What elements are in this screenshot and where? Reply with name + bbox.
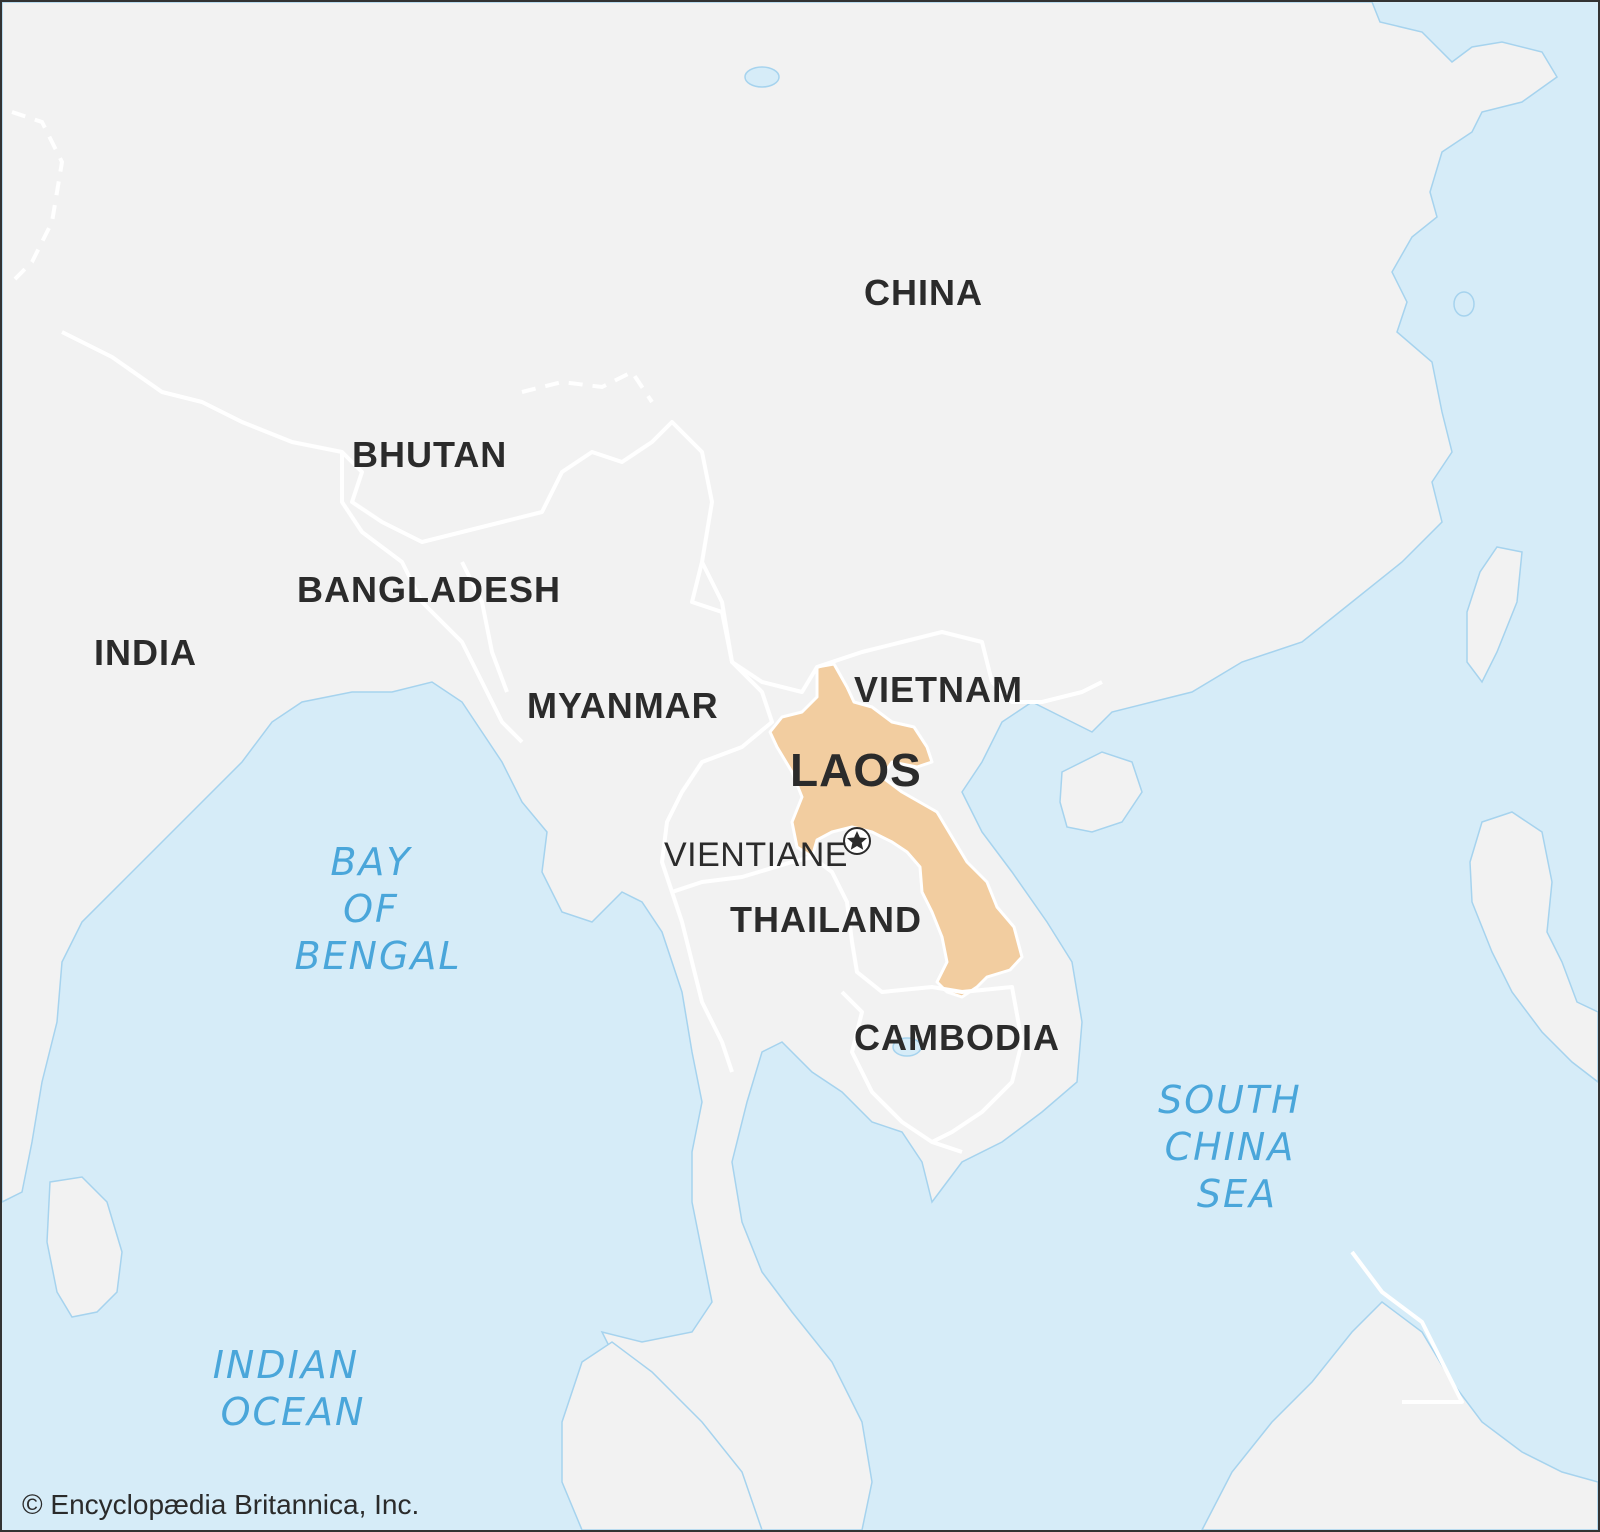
capital-star-glyph [847,831,867,850]
island-hainan [1059,751,1143,833]
label-vientiane: VIENTIANE [664,836,848,874]
label-cambodia: CAMBODIA [854,1017,1060,1058]
border-vietnam-china [990,680,1103,704]
island-luzon [1469,811,1598,1083]
border-bangladesh-myanmar [460,561,509,693]
country-laos-shape [768,662,1024,999]
label-south-china-sea: SOUTH CHINA SEA [1158,1078,1316,1216]
lake-tonle-sap [892,1037,922,1057]
border-india-bangladesh [340,452,524,744]
label-indian-ocean-line1: INDIAN [213,1343,360,1387]
border-disputed-east [521,369,654,404]
label-bay-of-bengal-line1: BAY [330,840,412,884]
label-bay-of-bengal: BAY OF BENGAL [294,840,461,978]
label-laos: LAOS [790,744,922,796]
lake-tibet [744,66,780,88]
border-malaysia [1350,1250,1464,1404]
border-cambodia [840,990,963,1154]
label-bay-of-bengal-line3: BENGAL [294,934,461,978]
island-borneo [1201,1301,1598,1530]
border-disputed-north [10,110,65,284]
label-india: INDIA [94,632,197,673]
border-myanmar-east [660,561,774,1073]
label-china: CHINA [864,272,983,313]
label-south-china-sea-line3: SEA [1197,1172,1277,1216]
island-sri-lanka [46,1176,123,1318]
label-indian-ocean-line2: OCEAN [221,1390,366,1434]
label-bay-of-bengal-line2: OF [343,887,399,931]
label-myanmar: MYANMAR [527,685,719,726]
landmass-asia [2,2,1558,1530]
copyright-credit: © Encyclopædia Britannica, Inc. [22,1489,419,1520]
label-south-china-sea-line2: CHINA [1165,1125,1296,1169]
border-china-south [61,330,994,694]
label-indian-ocean: INDIAN OCEAN [213,1343,374,1434]
island-sumatra [561,1341,763,1530]
label-bhutan: BHUTAN [352,434,507,475]
border-thailand-east [671,855,1024,1144]
label-bangladesh: BANGLADESH [297,569,561,610]
label-vietnam: VIETNAM [854,669,1023,710]
label-south-china-sea-line1: SOUTH [1158,1078,1302,1122]
lake-china-east [1453,291,1475,317]
island-taiwan [1466,546,1523,684]
label-thailand: THAILAND [730,899,922,940]
